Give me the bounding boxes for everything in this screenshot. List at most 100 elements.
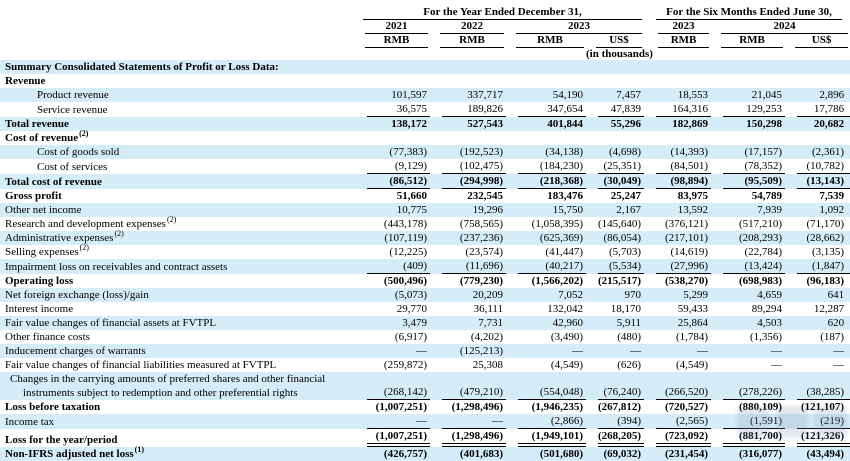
cell-value bbox=[506, 60, 586, 74]
cell-value: 5,911 bbox=[586, 316, 644, 330]
header-note-row: (in thousands) bbox=[0, 48, 850, 60]
cell-value: (1,058,395) bbox=[506, 217, 586, 231]
cell-number bbox=[797, 131, 850, 145]
cell-value: 970 bbox=[586, 288, 644, 302]
cell-number: — bbox=[833, 345, 845, 357]
cell-value: (10,782) bbox=[785, 159, 850, 174]
cell-value: (28,662) bbox=[785, 231, 850, 245]
cell-number: (4,202) bbox=[470, 331, 503, 343]
cell-number: 401,844 bbox=[547, 118, 583, 130]
cell-number bbox=[442, 131, 506, 145]
table-row: Non-IFRS adjusted net loss(1) (426,757) (4… bbox=[0, 446, 850, 461]
cell-number: — bbox=[771, 345, 783, 357]
cell-number: 21,045 bbox=[751, 89, 783, 101]
row-label: Summary Consolidated Statements of Profi… bbox=[0, 60, 355, 74]
cell-value bbox=[430, 74, 506, 88]
cell-number: (501,680) bbox=[539, 448, 583, 460]
cell-number: (5,534) bbox=[598, 259, 645, 274]
cell-number: 12,287 bbox=[813, 303, 845, 315]
cell-number bbox=[723, 74, 785, 88]
cell-number: (96,183) bbox=[806, 275, 845, 287]
row-label-text: Fair value changes of financial liabilit… bbox=[5, 359, 277, 371]
cell-value: (184,230) bbox=[506, 159, 586, 174]
cell-number: 83,975 bbox=[677, 190, 709, 202]
year-cell: 2023 bbox=[506, 20, 644, 34]
footnote-reference: (2) bbox=[79, 129, 89, 139]
cell-number: 18,553 bbox=[677, 89, 709, 101]
cell-value: (86,054) bbox=[586, 231, 644, 245]
cell-value: — bbox=[430, 414, 506, 429]
cell-value: 2,167 bbox=[586, 203, 644, 217]
cell-number: (107,119) bbox=[384, 232, 427, 244]
cell-value: 15,750 bbox=[506, 203, 586, 217]
cell-value: 25,308 bbox=[430, 358, 506, 372]
table-row: Loss before taxation (1,007,251) (1,298,49… bbox=[0, 400, 850, 414]
table-row: Loss for the year/period (1,007,251) (1,29… bbox=[0, 429, 850, 447]
cell-value: — bbox=[711, 358, 785, 372]
cell-value: (4,698) bbox=[586, 145, 644, 159]
cell-value: (259,872) bbox=[355, 358, 430, 372]
row-label: Loss for the year/period bbox=[0, 429, 355, 447]
cell-number: 150,298 bbox=[746, 118, 783, 130]
cell-number: (1,356) bbox=[749, 331, 783, 343]
row-label: Product revenue bbox=[0, 88, 355, 102]
cell-number: (13,143) bbox=[797, 174, 850, 189]
row-label-text: Loss before taxation bbox=[5, 401, 101, 413]
row-label-text: Fair value changes of financial assets a… bbox=[5, 317, 217, 329]
cell-value: (266,520) bbox=[644, 372, 712, 400]
cell-value bbox=[644, 74, 711, 88]
row-label: Cost of goods sold bbox=[0, 145, 355, 159]
cell-number: (1,566,202) bbox=[531, 275, 583, 287]
cell-number: (1,058,395) bbox=[531, 218, 583, 230]
currency-unit-label: RMB bbox=[516, 34, 584, 48]
row-label-text: Cost of revenue bbox=[5, 132, 79, 144]
currency-unit-label: US$ bbox=[596, 34, 643, 48]
cell-number: 7,457 bbox=[616, 89, 642, 101]
cell-number: (376,121) bbox=[664, 218, 709, 230]
cell-number: (86,512) bbox=[367, 174, 430, 189]
cell-number: 55,296 bbox=[610, 118, 642, 130]
cell-value bbox=[355, 74, 430, 88]
row-label: Cost of revenue(2) bbox=[0, 129, 355, 145]
cell-value: 47,839 bbox=[586, 102, 645, 117]
unit-cell: RMB bbox=[430, 34, 506, 48]
cell-number: 13,592 bbox=[677, 204, 709, 216]
cell-value: (38,285) bbox=[785, 372, 850, 400]
cell-number: 25,864 bbox=[677, 317, 709, 329]
cell-value: (96,183) bbox=[785, 274, 850, 288]
cell-value: (2,866) bbox=[506, 414, 586, 429]
cell-value: (758,565) bbox=[430, 217, 506, 231]
row-label-line1: Changes in the carrying amounts of prefe… bbox=[5, 372, 355, 386]
cell-number: (9,129) bbox=[367, 159, 430, 174]
cell-number: (881,700) bbox=[723, 429, 786, 447]
cell-number bbox=[656, 74, 711, 88]
cell-value: 182,869 bbox=[644, 117, 711, 131]
cell-number: (1,949,101) bbox=[518, 429, 586, 447]
cell-number: (231,454) bbox=[664, 448, 709, 460]
cell-value: 7,939 bbox=[711, 203, 785, 217]
cell-value: (34,138) bbox=[506, 145, 586, 159]
cell-number: (1,298,496) bbox=[442, 429, 506, 447]
row-label: Other net income bbox=[0, 203, 355, 217]
cell-number: (38,285) bbox=[797, 385, 850, 400]
table-header: For the Year Ended December 31, For the S… bbox=[0, 0, 850, 60]
cell-value: 1,092 bbox=[785, 203, 850, 217]
cell-value: (43,494) bbox=[785, 447, 850, 461]
cell-number: 3,479 bbox=[402, 317, 427, 329]
cell-number: 5,911 bbox=[616, 317, 642, 329]
cell-value bbox=[506, 74, 586, 88]
cell-value: 20,682 bbox=[785, 117, 850, 131]
cell-number: (22,784) bbox=[744, 246, 783, 258]
cell-number: (500,496) bbox=[383, 275, 427, 287]
row-label: Revenue bbox=[0, 74, 355, 88]
row-label: Loss before taxation bbox=[0, 400, 355, 414]
cell-number: — bbox=[367, 414, 430, 429]
cell-value: (17,157) bbox=[711, 145, 785, 159]
cell-value: (11,696) bbox=[430, 259, 506, 274]
cell-value: 164,316 bbox=[644, 102, 712, 117]
cell-number: (184,230) bbox=[518, 159, 586, 174]
header-spacer bbox=[0, 0, 355, 20]
row-label-text: Operating loss bbox=[5, 275, 74, 287]
cell-value: 2,896 bbox=[785, 88, 850, 102]
cell-value: 54,789 bbox=[711, 189, 785, 203]
